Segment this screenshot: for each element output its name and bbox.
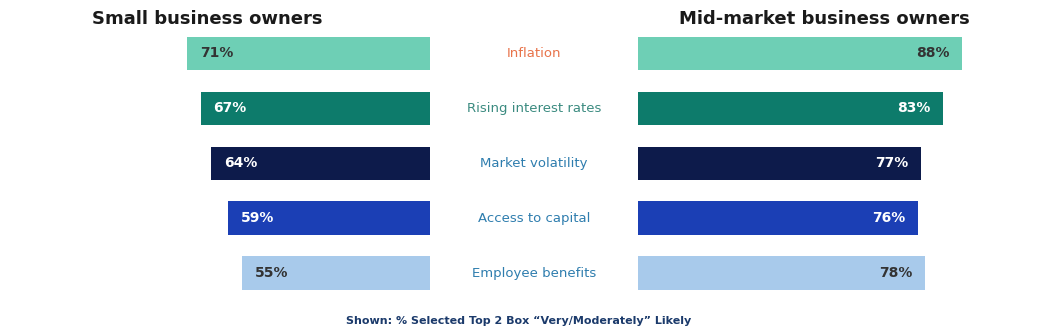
Text: 64%: 64%: [224, 156, 257, 170]
Text: 71%: 71%: [200, 46, 233, 60]
FancyBboxPatch shape: [638, 201, 918, 235]
Text: 76%: 76%: [872, 211, 905, 225]
Text: Rising interest rates: Rising interest rates: [467, 102, 601, 115]
Text: 67%: 67%: [214, 101, 247, 115]
Text: 83%: 83%: [897, 101, 931, 115]
Text: Mid-market business owners: Mid-market business owners: [679, 10, 970, 28]
Text: Access to capital: Access to capital: [478, 211, 590, 225]
FancyBboxPatch shape: [638, 147, 921, 180]
FancyBboxPatch shape: [188, 37, 430, 70]
FancyBboxPatch shape: [638, 92, 944, 125]
FancyBboxPatch shape: [242, 256, 430, 290]
Text: Small business owners: Small business owners: [92, 10, 323, 28]
Text: 78%: 78%: [879, 266, 913, 280]
FancyBboxPatch shape: [201, 92, 430, 125]
Text: 88%: 88%: [916, 46, 949, 60]
Text: Employee benefits: Employee benefits: [472, 266, 596, 280]
Text: 59%: 59%: [241, 211, 274, 225]
FancyBboxPatch shape: [212, 147, 430, 180]
FancyBboxPatch shape: [638, 256, 925, 290]
Text: Market volatility: Market volatility: [480, 157, 588, 170]
Text: 55%: 55%: [254, 266, 288, 280]
Text: Inflation: Inflation: [507, 47, 561, 60]
Text: 77%: 77%: [875, 156, 908, 170]
FancyBboxPatch shape: [638, 37, 961, 70]
Text: Shown: % Selected Top 2 Box “Very/Moderately” Likely: Shown: % Selected Top 2 Box “Very/Modera…: [346, 316, 691, 326]
FancyBboxPatch shape: [228, 201, 430, 235]
